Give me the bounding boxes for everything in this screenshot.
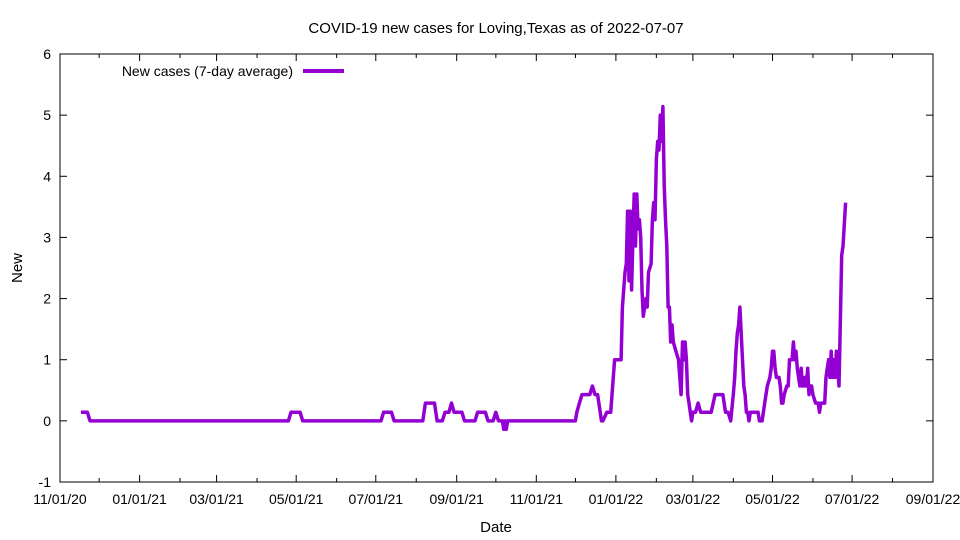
x-axis: 11/01/20 01/01/21 03/01/21 05/01/21 07/01/21…	[33, 54, 960, 507]
x-tick-label: 01/01/21	[112, 491, 167, 507]
x-tick-label: 07/01/21	[349, 491, 404, 507]
y-tick-label: -1	[39, 474, 52, 490]
x-tick-label: 03/01/22	[666, 491, 721, 507]
x-axis-label: Date	[480, 519, 512, 536]
x-tick-label: 03/01/21	[189, 491, 244, 507]
y-tick-label: 5	[43, 107, 51, 123]
legend: New cases (7-day average)	[122, 63, 344, 79]
y-tick-label: 4	[43, 168, 51, 184]
y-tick-label: 2	[43, 291, 51, 307]
x-tick-label: 09/01/22	[906, 491, 960, 507]
x-tick-label: 11/01/20	[33, 491, 87, 507]
y-axis: -1 0 1 2 3 4 5 6	[39, 46, 933, 490]
x-tick-label: 09/01/21	[429, 491, 484, 507]
chart-title: COVID-19 new cases for Loving,Texas as o…	[308, 20, 683, 37]
y-tick-label: 1	[43, 352, 51, 368]
x-tick-label: 01/01/22	[589, 491, 644, 507]
x-tick-label: 11/01/21	[510, 491, 564, 507]
plot-area-frame	[59, 53, 934, 483]
y-tick-label: 6	[43, 46, 51, 62]
series-line	[80, 104, 848, 432]
x-tick-label: 05/01/22	[745, 491, 800, 507]
x-tick-label: 07/01/22	[825, 491, 880, 507]
y-tick-label: 0	[43, 413, 51, 429]
y-axis-label: New	[9, 253, 26, 283]
series-layer	[80, 104, 848, 432]
legend-label: New cases (7-day average)	[122, 63, 293, 79]
y-tick-label: 3	[43, 229, 51, 245]
x-tick-label: 05/01/21	[269, 491, 324, 507]
